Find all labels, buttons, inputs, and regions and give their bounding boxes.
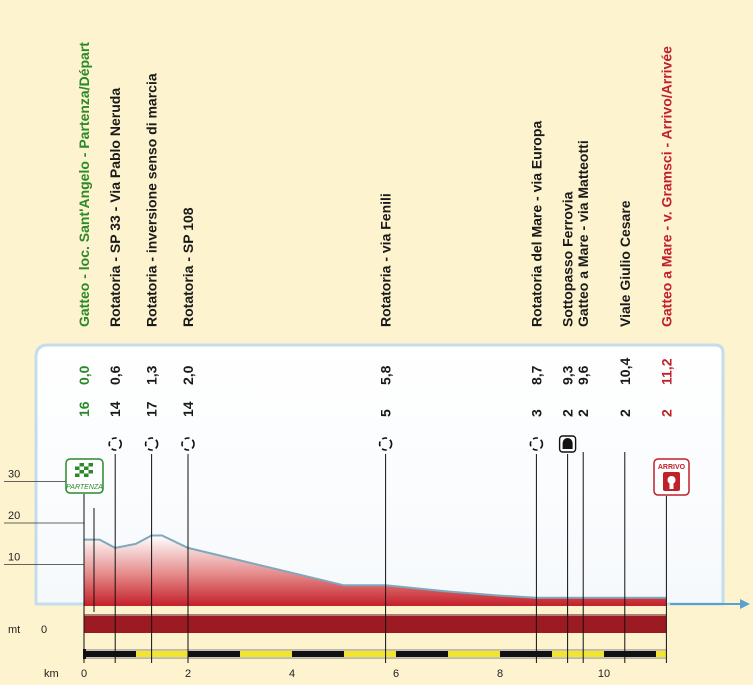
km-scale-bar <box>83 649 667 659</box>
roundabout-icon <box>529 437 544 451</box>
waypoint-altitude: 17 <box>144 401 160 417</box>
waypoint-altitude: 14 <box>180 401 196 417</box>
scale-bar-segment <box>240 651 292 657</box>
waypoint-altitude: 3 <box>528 409 544 417</box>
start-badge-label: PARTENZA <box>66 484 103 491</box>
scale-bar-segment <box>84 651 136 657</box>
waypoint-name: Viale Giulio Cesare <box>617 200 633 327</box>
waypoint-name: Rotatoria - SP 108 <box>180 207 196 327</box>
waypoint-name: Gatteo - loc. Sant'Angelo - Partenza/Dép… <box>76 42 92 327</box>
roundabout-icon-ring <box>144 437 159 451</box>
waypoint-name: Rotatoria - inversione senso di marcia <box>144 73 160 327</box>
waypoint-name: Rotatoria - SP 33 - Via Pablo Neruda <box>107 88 123 327</box>
scale-bar-segment <box>500 651 552 657</box>
y-tick-label: 10 <box>8 552 20 564</box>
roundabout-icon-ring <box>181 437 195 451</box>
scale-bar-segment <box>552 651 604 657</box>
waypoint-km: 5,8 <box>378 365 394 385</box>
scale-bar-segment <box>656 651 667 657</box>
waypoint-altitude: 16 <box>76 401 92 417</box>
x-tick-label: 10 <box>598 668 610 680</box>
scale-bar-segment <box>292 651 344 657</box>
tunnel-icon-arch <box>562 438 573 449</box>
y-tick-label: 20 <box>8 510 20 522</box>
scale-bar-segment <box>188 651 240 657</box>
y-zero-label: 0 <box>41 624 47 636</box>
waypoint-icons <box>108 435 577 453</box>
waypoint-altitude: 2 <box>617 409 633 417</box>
roundabout-icon <box>108 437 122 451</box>
roundabout-icon <box>144 437 159 451</box>
sea-arrow-head <box>740 599 750 609</box>
waypoint-name: Rotatoria - via Fenili <box>378 193 394 327</box>
finish-badge: ARRIVO <box>653 458 690 496</box>
waypoint-km: 8,7 <box>528 365 544 385</box>
waypoint-altitude: 14 <box>107 401 123 417</box>
waypoint-km: 11,2 <box>658 358 674 385</box>
waypoint-lines <box>83 452 667 663</box>
y-axis-label: mt <box>8 624 20 636</box>
waypoint-name: Sottopasso Ferrovia <box>560 191 576 327</box>
x-tick-label: 6 <box>393 668 399 680</box>
y-tick-label: 30 <box>8 469 20 481</box>
checkered-flag-icon <box>75 463 93 477</box>
roundabout-icon <box>378 437 393 451</box>
x-axis-labels: 0 2 4 6 8 10 <box>81 668 610 680</box>
scale-bar-segment <box>604 651 656 657</box>
x-tick-label: 8 <box>497 668 503 680</box>
waypoint-name: Gatteo a Mare - via Matteotti <box>575 140 591 327</box>
roundabout-icon-ring <box>108 437 122 451</box>
waypoint-km: 1,3 <box>144 365 160 385</box>
start-badge: PARTENZA <box>65 458 104 494</box>
scale-bar-segment <box>136 651 188 657</box>
scale-bar-segment <box>344 651 396 657</box>
x-tick-label: 0 <box>81 668 87 680</box>
finish-line-icon <box>663 472 680 491</box>
scale-bar-segment <box>396 651 448 657</box>
waypoint-altitude: 5 <box>378 409 394 417</box>
x-axis-label: km <box>44 668 59 680</box>
tunnel-icon <box>558 435 577 453</box>
waypoint-km: 10,4 <box>617 358 633 385</box>
waypoint-name: Rotatoria del Mare - via Europa <box>528 121 544 327</box>
base-altitude-bar <box>84 616 667 633</box>
elevation-profile-line <box>84 534 667 599</box>
finish-badge-label: ARRIVO <box>658 464 686 471</box>
x-tick-label: 2 <box>185 668 191 680</box>
y-axis-labels: 10 20 30 <box>8 469 20 564</box>
waypoint-altitude: 2 <box>575 409 591 417</box>
waypoint-km: 9,3 <box>560 365 576 385</box>
x-tick-label: 4 <box>289 668 295 680</box>
roundabout-icon-ring <box>529 437 544 451</box>
waypoint-km: 2,0 <box>180 365 196 385</box>
elevation-profile-area <box>84 535 667 606</box>
roundabout-icon-ring <box>378 437 393 451</box>
scale-bar-segment <box>448 651 500 657</box>
waypoint-altitude: 2 <box>658 409 674 417</box>
roundabout-icon <box>181 437 195 451</box>
waypoint-km: 9,6 <box>575 365 591 385</box>
waypoint-km: 0,6 <box>107 365 123 385</box>
waypoint-labels: Gatteo - loc. Sant'Angelo - Partenza/Dép… <box>76 42 674 417</box>
waypoint-km: 0,0 <box>76 365 92 385</box>
waypoint-altitude: 2 <box>560 409 576 417</box>
waypoint-name: Gatteo a Mare - v. Gramsci - Arrivo/Arri… <box>658 46 674 327</box>
